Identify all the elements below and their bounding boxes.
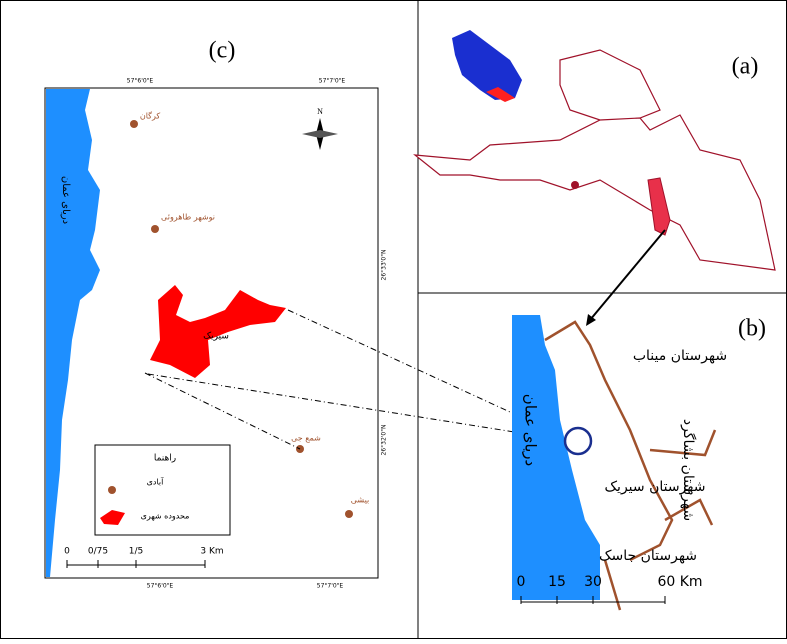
scale-label: 0 xyxy=(64,547,70,557)
island xyxy=(571,181,579,189)
place-label: شمع جی xyxy=(291,434,321,443)
urban-area xyxy=(150,285,286,378)
scale-bar xyxy=(66,560,206,568)
sea xyxy=(46,89,100,577)
sea-label: دریای عمان xyxy=(522,394,540,466)
county-label: شهرستان میناب xyxy=(633,348,727,364)
arrowhead xyxy=(586,314,596,326)
coord: 57°7'0"E xyxy=(319,78,346,85)
sea xyxy=(512,315,600,600)
scale-label: 1/5 xyxy=(129,547,143,557)
coord: 57°6'0"E xyxy=(127,78,154,85)
legend-item: محدوده شهری xyxy=(141,512,190,521)
north-arrow: N xyxy=(302,107,338,150)
scale-label: 0 xyxy=(517,574,526,590)
place-label: کرگان xyxy=(140,111,161,121)
place-label: نوشهر طاهروئی xyxy=(161,213,215,222)
scale-label: 0/75 xyxy=(88,547,108,557)
arrow xyxy=(589,229,666,321)
panel-label: (b) xyxy=(738,316,766,342)
panel-label: (c) xyxy=(209,38,236,64)
legend-title: راهنما xyxy=(154,454,176,464)
scale-bar xyxy=(520,596,666,604)
province-map xyxy=(413,49,776,271)
province-highlight xyxy=(486,87,515,102)
scale-label: 60 Km xyxy=(657,574,702,590)
legend-item: آبادی xyxy=(147,477,164,487)
county-label: شهرستان سیریک xyxy=(605,479,706,495)
scale-label: 15 xyxy=(548,574,566,590)
place-dot xyxy=(130,120,138,128)
scale-label: 3 Km xyxy=(200,547,223,557)
study-circle xyxy=(563,426,593,456)
coord: 57°6'0"E xyxy=(147,583,174,590)
coord: 57°7'0"E xyxy=(317,583,344,590)
place-dot xyxy=(151,225,159,233)
legend-dot xyxy=(108,486,116,494)
study-county xyxy=(647,177,671,236)
coord: 26°32'0"N xyxy=(381,425,388,456)
place-label: سیریک xyxy=(203,332,229,342)
place-dot xyxy=(345,510,353,518)
place-label: بیشی xyxy=(351,496,369,505)
legend-swatch xyxy=(100,510,125,525)
iran-map xyxy=(452,30,522,100)
county-label: شهرستان بشاگرد xyxy=(680,419,697,521)
panel-label: (a) xyxy=(732,54,759,80)
coord: 26°33'0"N xyxy=(381,250,388,281)
county-border xyxy=(544,320,717,611)
north-label: N xyxy=(317,107,323,116)
scale-label: 30 xyxy=(584,574,602,590)
sea-label: دریای عمان xyxy=(60,176,71,224)
county-label: شهرستان جاسک xyxy=(599,548,697,564)
